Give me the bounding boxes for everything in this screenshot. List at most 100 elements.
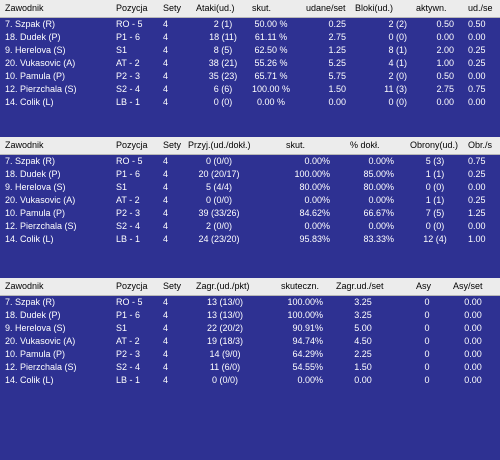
table-cell: 13 (13/0): [206, 310, 244, 320]
table-cell: 2 (2): [388, 19, 407, 29]
column-header[interactable]: Sety: [163, 281, 182, 291]
table-cell: 14. Colik (L): [5, 375, 54, 385]
column-header[interactable]: Zagr.(ud./pkt): [196, 281, 250, 291]
table-cell: 4: [163, 71, 169, 81]
table-cell: 0.00: [464, 323, 482, 333]
table-cell: 0.00: [464, 349, 482, 359]
column-header[interactable]: ud./se: [468, 3, 493, 13]
table-row[interactable]: 18. Dudek (P) P1 - 6 4 18 (11) 61.11 % 2.75 0 …: [0, 31, 500, 44]
table-row[interactable]: 12. Pierzchala (S) S2 - 4 4 6 (6) 100.00 % 1.…: [0, 83, 500, 96]
table-cell: RO - 5: [116, 156, 143, 166]
column-header[interactable]: Sety: [163, 3, 182, 13]
table-row[interactable]: 18. Dudek (P) P1 - 6 4 13 (13/0) 100.00% 3.25…: [0, 309, 500, 322]
stats-table-3: Zawodnik Pozycja Sety Zagr.(ud./pkt) skutecz…: [0, 278, 500, 387]
table-cell: S2 - 4: [116, 362, 141, 372]
column-header[interactable]: Asy: [416, 281, 432, 291]
table-cell: 80.00%: [299, 182, 330, 192]
column-header[interactable]: Ataki(ud.): [196, 3, 235, 13]
table-cell: P1 - 6: [116, 310, 141, 320]
column-header[interactable]: Bloki(ud.): [355, 3, 394, 13]
table-row[interactable]: 14. Colik (L) LB - 1 4 0 (0/0) 0.00% 0.00 0 0.0…: [0, 374, 500, 387]
column-header[interactable]: Pozycja: [116, 281, 148, 291]
column-header[interactable]: Sety: [163, 140, 182, 150]
stats-table-2: Zawodnik Pozycja Sety Przyj.(ud./dokł.) skut…: [0, 137, 500, 246]
table-cell: 4: [163, 221, 169, 231]
column-header[interactable]: Obrony(ud.): [410, 140, 459, 150]
column-header[interactable]: Asy/set: [453, 281, 483, 291]
table-row[interactable]: 12. Pierzchala (S) S2 - 4 4 11 (6/0) 54.55% 1…: [0, 361, 500, 374]
table-cell: 0.25: [468, 58, 486, 68]
table-cell: S2 - 4: [116, 84, 141, 94]
table-cell: 5 (3): [425, 156, 445, 166]
table-cell: 62.50 %: [254, 45, 288, 55]
table-row[interactable]: 14. Colik (L) LB - 1 4 0 (0) 0.00 % 0.00 0 (0)…: [0, 96, 500, 109]
table-cell: 4 (1): [388, 58, 407, 68]
table-row[interactable]: 20. Vukasovic (A) AT - 2 4 0 (0/0) 0.00% 0.00…: [0, 194, 500, 207]
table-row[interactable]: 20. Vukasovic (A) AT - 2 4 19 (18/3) 94.74% 4…: [0, 335, 500, 348]
table-row[interactable]: 12. Pierzchala (S) S2 - 4 4 2 (0/0) 0.00% 0.0…: [0, 220, 500, 233]
column-header[interactable]: Zagr.ud./set: [336, 281, 384, 291]
table-cell: 65.71 %: [254, 71, 288, 81]
table-row[interactable]: 7. Szpak (R) RO - 5 4 13 (13/0) 100.00% 3.25 0…: [0, 296, 500, 309]
table-row[interactable]: 9. Herelova (S) S1 4 8 (5) 62.50 % 1.25 8 (1) 2…: [0, 44, 500, 57]
table-cell: 100.00 %: [252, 84, 291, 94]
column-header[interactable]: Zawodnik: [5, 140, 44, 150]
table-cell: LB - 1: [116, 97, 141, 107]
column-header[interactable]: Zawodnik: [5, 3, 44, 13]
column-header[interactable]: Pozycja: [116, 140, 148, 150]
table-row[interactable]: 18. Dudek (P) P1 - 6 4 20 (20/17) 100.00% 85.…: [0, 168, 500, 181]
table-cell: 5.00: [354, 323, 372, 333]
table-cell: 7. Szpak (R): [5, 297, 56, 307]
table-header: Zawodnik Pozycja Sety Zagr.(ud./pkt) skutecz…: [0, 278, 500, 296]
table-row[interactable]: 10. Pamula (P) P2 - 3 4 14 (9/0) 64.29% 2.25 0…: [0, 348, 500, 361]
table-cell: 0.50: [436, 19, 454, 29]
table-cell: 64.29%: [292, 349, 323, 359]
column-header[interactable]: Przyj.(ud./dokł.): [188, 140, 251, 150]
table-cell: 18. Dudek (P): [5, 32, 61, 42]
table-row[interactable]: 9. Herelova (S) S1 4 5 (4/4) 80.00% 80.00% 0 (…: [0, 181, 500, 194]
table-cell: 4: [163, 195, 169, 205]
table-cell: 0.25: [468, 195, 486, 205]
column-header[interactable]: Pozycja: [116, 3, 148, 13]
table-row[interactable]: 10. Pamula (P) P2 - 3 4 35 (23) 65.71 % 5.75 2…: [0, 70, 500, 83]
table-cell: 0 (0/0): [205, 156, 232, 166]
column-header[interactable]: % dokł.: [350, 140, 380, 150]
table-cell: 0 (0): [425, 182, 445, 192]
table-cell: 95.83%: [299, 234, 330, 244]
table-cell: 8 (5): [213, 45, 233, 55]
table-cell: 0: [424, 362, 430, 372]
table-cell: 11 (6/0): [209, 362, 241, 372]
table-cell: P2 - 3: [116, 349, 141, 359]
table-cell: 5 (4/4): [205, 182, 232, 192]
column-header[interactable]: skuteczn.: [281, 281, 320, 291]
table-cell: 35 (23): [208, 71, 238, 81]
table-cell: 0.00%: [304, 221, 330, 231]
table-cell: 18. Dudek (P): [5, 310, 61, 320]
table-row[interactable]: 9. Herelova (S) S1 4 22 (20/2) 90.91% 5.00 0 0.…: [0, 322, 500, 335]
table-cell: 0.00: [464, 362, 482, 372]
table-cell: 0.00: [464, 297, 482, 307]
table-cell: 54.55%: [292, 362, 323, 372]
column-header[interactable]: skut.: [252, 3, 272, 13]
column-header[interactable]: Obr./s: [468, 140, 493, 150]
column-header[interactable]: Zawodnik: [5, 281, 44, 291]
table-cell: 4: [163, 182, 169, 192]
table-cell: 0.00: [464, 375, 482, 385]
column-header[interactable]: aktywn.: [416, 3, 447, 13]
table-cell: S2 - 4: [116, 221, 141, 231]
table-cell: 55.26 %: [254, 58, 288, 68]
table-cell: 12. Pierzchala (S): [5, 84, 77, 94]
table-row[interactable]: 7. Szpak (R) RO - 5 4 0 (0/0) 0.00% 0.00% 5 (3…: [0, 155, 500, 168]
table-row[interactable]: 10. Pamula (P) P2 - 3 4 39 (33/26) 84.62% 66.…: [0, 207, 500, 220]
table-row[interactable]: 20. Vukasovic (A) AT - 2 4 38 (21) 55.26 % 5.…: [0, 57, 500, 70]
column-header[interactable]: skut.: [286, 140, 306, 150]
table-row[interactable]: 7. Szpak (R) RO - 5 4 2 (1) 50.00 % 0.25 2 (2)…: [0, 18, 500, 31]
table-cell: 1.00: [436, 58, 454, 68]
table-cell: 20. Vukasovic (A): [5, 58, 76, 68]
table-cell: 1.00: [468, 234, 486, 244]
table-row[interactable]: 14. Colik (L) LB - 1 4 24 (23/20) 95.83% 83.3…: [0, 233, 500, 246]
column-header[interactable]: udane/set: [306, 3, 346, 13]
table-cell: 4: [163, 234, 169, 244]
table-cell: 0.00: [328, 97, 346, 107]
table-cell: 61.11 %: [254, 32, 288, 42]
